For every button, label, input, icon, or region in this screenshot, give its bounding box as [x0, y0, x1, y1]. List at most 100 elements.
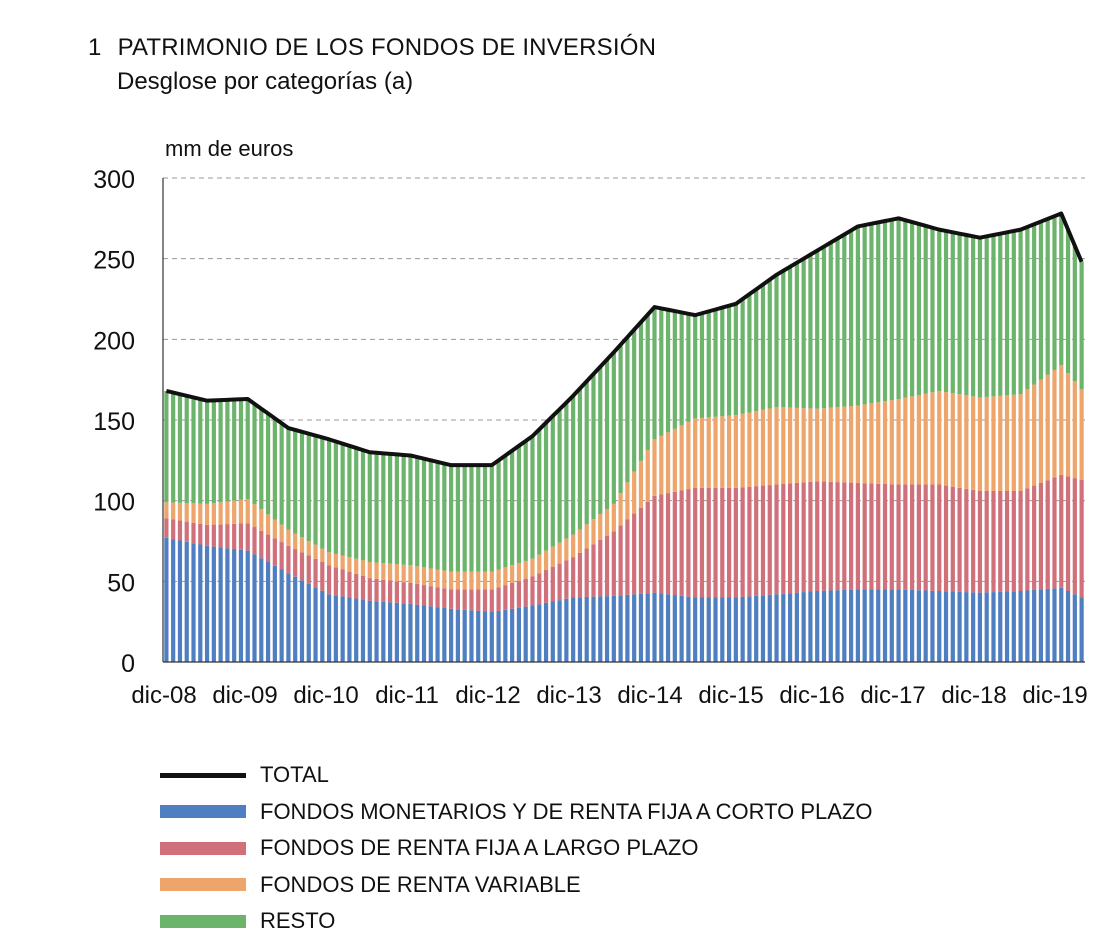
bar-renta-variable: [408, 565, 413, 583]
bar-monetarios: [204, 545, 210, 662]
bar-renta-variable: [1045, 374, 1050, 481]
bar-monetarios: [638, 593, 644, 662]
bar-monetarios: [767, 594, 772, 662]
bar-resto: [279, 423, 284, 525]
bar-resto: [611, 352, 616, 504]
bar-renta-fija-lp: [1025, 488, 1030, 591]
bar-renta-variable: [916, 394, 921, 485]
bar-monetarios: [1004, 591, 1010, 662]
bar-renta-variable: [584, 524, 589, 549]
bar-monetarios: [632, 594, 637, 662]
bar-resto: [855, 226, 860, 406]
bar-renta-variable: [1059, 365, 1064, 475]
bar-renta-fija-lp: [706, 487, 711, 598]
bar-renta-fija-lp: [943, 485, 949, 592]
bar-monetarios: [706, 597, 711, 662]
bar-renta-fija-lp: [991, 490, 996, 593]
bar-renta-variable: [984, 396, 989, 491]
bar-renta-fija-lp: [171, 519, 176, 540]
bar-renta-variable: [204, 503, 210, 525]
bar-monetarios: [496, 610, 501, 662]
bar-resto: [1018, 229, 1023, 395]
bar-monetarios: [937, 591, 942, 662]
bar-resto: [862, 225, 867, 405]
bar-monetarios: [665, 594, 671, 662]
stacked-bar-chart: mm de euros 0 50 100 150 200 250 300 dic-08 dic-0…: [93, 136, 1087, 709]
bar-resto: [754, 289, 759, 412]
bar-renta-variable: [435, 569, 440, 588]
bar-monetarios: [449, 608, 454, 662]
bar-resto: [306, 433, 311, 541]
bar-resto: [693, 315, 698, 419]
bar-monetarios: [591, 596, 596, 662]
bar-renta-variable: [455, 571, 460, 590]
bar-renta-fija-lp: [225, 524, 230, 549]
bar-monetarios: [842, 589, 847, 662]
bar-resto: [218, 400, 223, 503]
bar-resto: [442, 463, 447, 571]
bar-monetarios: [394, 602, 399, 662]
bar-renta-fija-lp: [1052, 477, 1057, 589]
legend: TOTAL FONDOS MONETARIOS Y DE RENTA FIJA …: [160, 757, 872, 940]
ytick-label-150: 150: [93, 408, 135, 436]
bar-monetarios: [584, 596, 589, 662]
bar-monetarios: [1059, 587, 1064, 662]
bar-renta-variable: [232, 500, 237, 524]
bar-monetarios: [198, 544, 203, 662]
bar-renta-fija-lp: [482, 589, 488, 612]
bar-monetarios: [482, 611, 488, 662]
bar-renta-variable: [632, 471, 637, 514]
bar-renta-variable: [591, 519, 596, 545]
bar-renta-fija-lp: [286, 545, 291, 574]
bar-monetarios: [164, 537, 169, 662]
bar-renta-variable: [340, 555, 345, 570]
bar-monetarios: [849, 589, 854, 662]
bar-resto: [360, 450, 366, 561]
bar-resto: [191, 397, 196, 504]
bar-resto: [347, 445, 352, 558]
bar-renta-variable: [543, 550, 549, 571]
bar-monetarios: [659, 593, 664, 662]
bar-monetarios: [571, 597, 576, 662]
bar-renta-fija-lp: [435, 587, 440, 608]
bar-resto: [523, 440, 528, 561]
bar-renta-fija-lp: [693, 487, 698, 598]
bar-resto: [503, 455, 508, 568]
bar-monetarios: [923, 590, 928, 662]
bar-renta-variable: [1072, 381, 1077, 479]
bar-monetarios: [1079, 597, 1084, 662]
bar-renta-fija-lp: [537, 573, 542, 605]
bar-monetarios: [713, 597, 718, 662]
bar-renta-fija-lp: [211, 524, 216, 547]
bar-renta-variable: [381, 563, 386, 580]
bar-monetarios: [557, 600, 562, 662]
bar-monetarios: [333, 595, 338, 662]
bar-resto: [421, 458, 427, 568]
bar-renta-fija-lp: [523, 578, 528, 607]
bar-renta-fija-lp: [977, 490, 983, 593]
bar-resto: [320, 437, 325, 549]
bar-monetarios: [259, 558, 264, 662]
xtick-label: dic-13: [536, 682, 601, 709]
bar-renta-fija-lp: [1004, 490, 1010, 592]
bar-renta-variable: [191, 503, 196, 523]
bar-renta-variable: [184, 503, 189, 522]
bar-renta-fija-lp: [272, 538, 277, 566]
bar-resto: [937, 229, 942, 391]
legend-label-total: TOTAL: [260, 762, 329, 788]
bar-renta-variable: [726, 415, 732, 488]
xtick-label: dic-08: [131, 682, 196, 709]
bar-renta-fija-lp: [564, 560, 569, 599]
bar-monetarios: [950, 591, 955, 662]
bar-renta-fija-lp: [421, 585, 427, 606]
bar-monetarios: [360, 599, 366, 662]
bar-resto: [435, 461, 440, 570]
bar-renta-fija-lp: [855, 482, 860, 590]
bar-monetarios: [787, 593, 793, 662]
bar-resto: [401, 454, 406, 565]
bar-monetarios: [896, 589, 901, 662]
bar-renta-fija-lp: [313, 558, 318, 588]
bar-resto: [299, 431, 305, 538]
bar-monetarios: [977, 592, 983, 662]
bar-renta-fija-lp: [659, 494, 664, 594]
